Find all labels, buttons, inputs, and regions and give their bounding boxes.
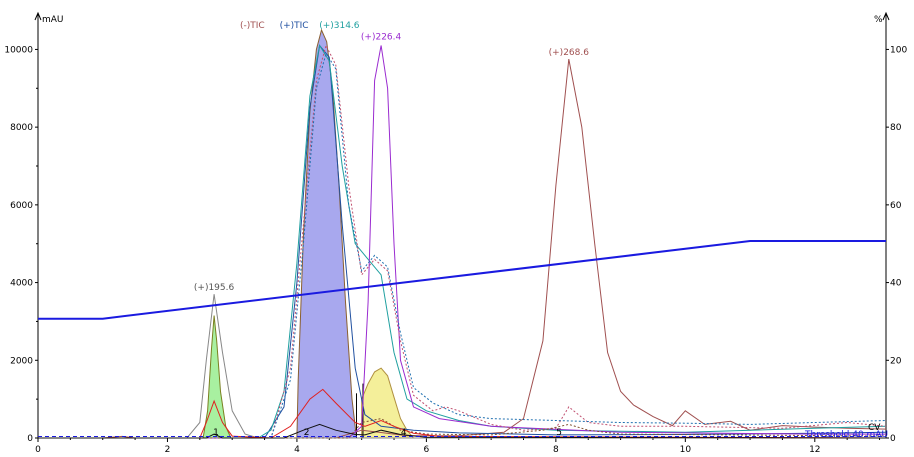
peak-fills-layer: [202, 28, 415, 439]
series--tic: [38, 44, 887, 439]
right-tick-label: 60: [890, 201, 902, 211]
peak-number: 4: [401, 428, 407, 438]
left-tick-label: 4000: [10, 279, 33, 289]
series--314-6: [38, 44, 887, 439]
series--226-4: [38, 45, 886, 439]
series-layer: [38, 44, 887, 439]
peak-1-fill: [202, 315, 232, 439]
x-tick-label: 2: [165, 445, 171, 455]
series-dotted-1: [38, 44, 887, 439]
labels-layer: mAU % 0 2000 4000 6000 8000 10000 0 20 40 60 80 100 0 2…: [4, 15, 907, 455]
series--tic: [38, 59, 887, 439]
peak-2-fill: [296, 28, 358, 439]
left-tick-label: 2000: [10, 356, 33, 366]
right-axis-unit: %: [874, 15, 883, 25]
right-tick-label: 20: [890, 356, 902, 366]
series-uv-red: [38, 388, 887, 439]
x-tick-label: 6: [424, 445, 430, 455]
peak-4-fill: [361, 367, 415, 439]
axes-layer: [34, 11, 890, 442]
left-tick-label: 10000: [4, 45, 33, 55]
left-tick-label: 6000: [10, 201, 33, 211]
legend-item: (+)TIC: [280, 21, 309, 31]
legend-item: (-)TIC: [240, 21, 265, 31]
right-tick-label: 40: [890, 279, 902, 289]
peak-number: 1: [213, 428, 219, 438]
left-tick-label: 0: [27, 434, 33, 444]
series--tic-gradient: [38, 240, 886, 320]
x-tick-label: 0: [35, 445, 41, 455]
peak-number: 5: [556, 428, 562, 438]
legend-item: (+)314.6: [319, 21, 360, 31]
right-axis-arrow-icon: [882, 11, 890, 21]
right-tick-label: 0: [890, 434, 896, 444]
left-axis-unit: mAU: [42, 15, 64, 25]
x-tick-label: 4: [294, 445, 300, 455]
x-tick-label: 8: [553, 445, 559, 455]
peak-label: (+)268.6: [549, 48, 590, 58]
threshold-label: Threshold 40 mAU: [804, 430, 888, 440]
series-dotted-3: [38, 418, 887, 439]
peak-label: (+)226.4: [361, 33, 402, 43]
left-axis-arrow-icon: [34, 11, 42, 21]
peak-label: (+)195.6: [194, 283, 235, 293]
peak-number: 2: [304, 428, 310, 438]
x-tick-label: 10: [680, 445, 692, 455]
right-tick-label: 80: [890, 123, 902, 133]
x-tick-label: 12: [809, 445, 820, 455]
series--195-6: [38, 294, 886, 439]
series-uv-black: [38, 423, 887, 439]
series-dotted-2: [38, 52, 887, 439]
right-tick-label: 100: [890, 45, 907, 55]
left-tick-label: 8000: [10, 123, 33, 133]
cv-label: CV: [868, 423, 881, 433]
